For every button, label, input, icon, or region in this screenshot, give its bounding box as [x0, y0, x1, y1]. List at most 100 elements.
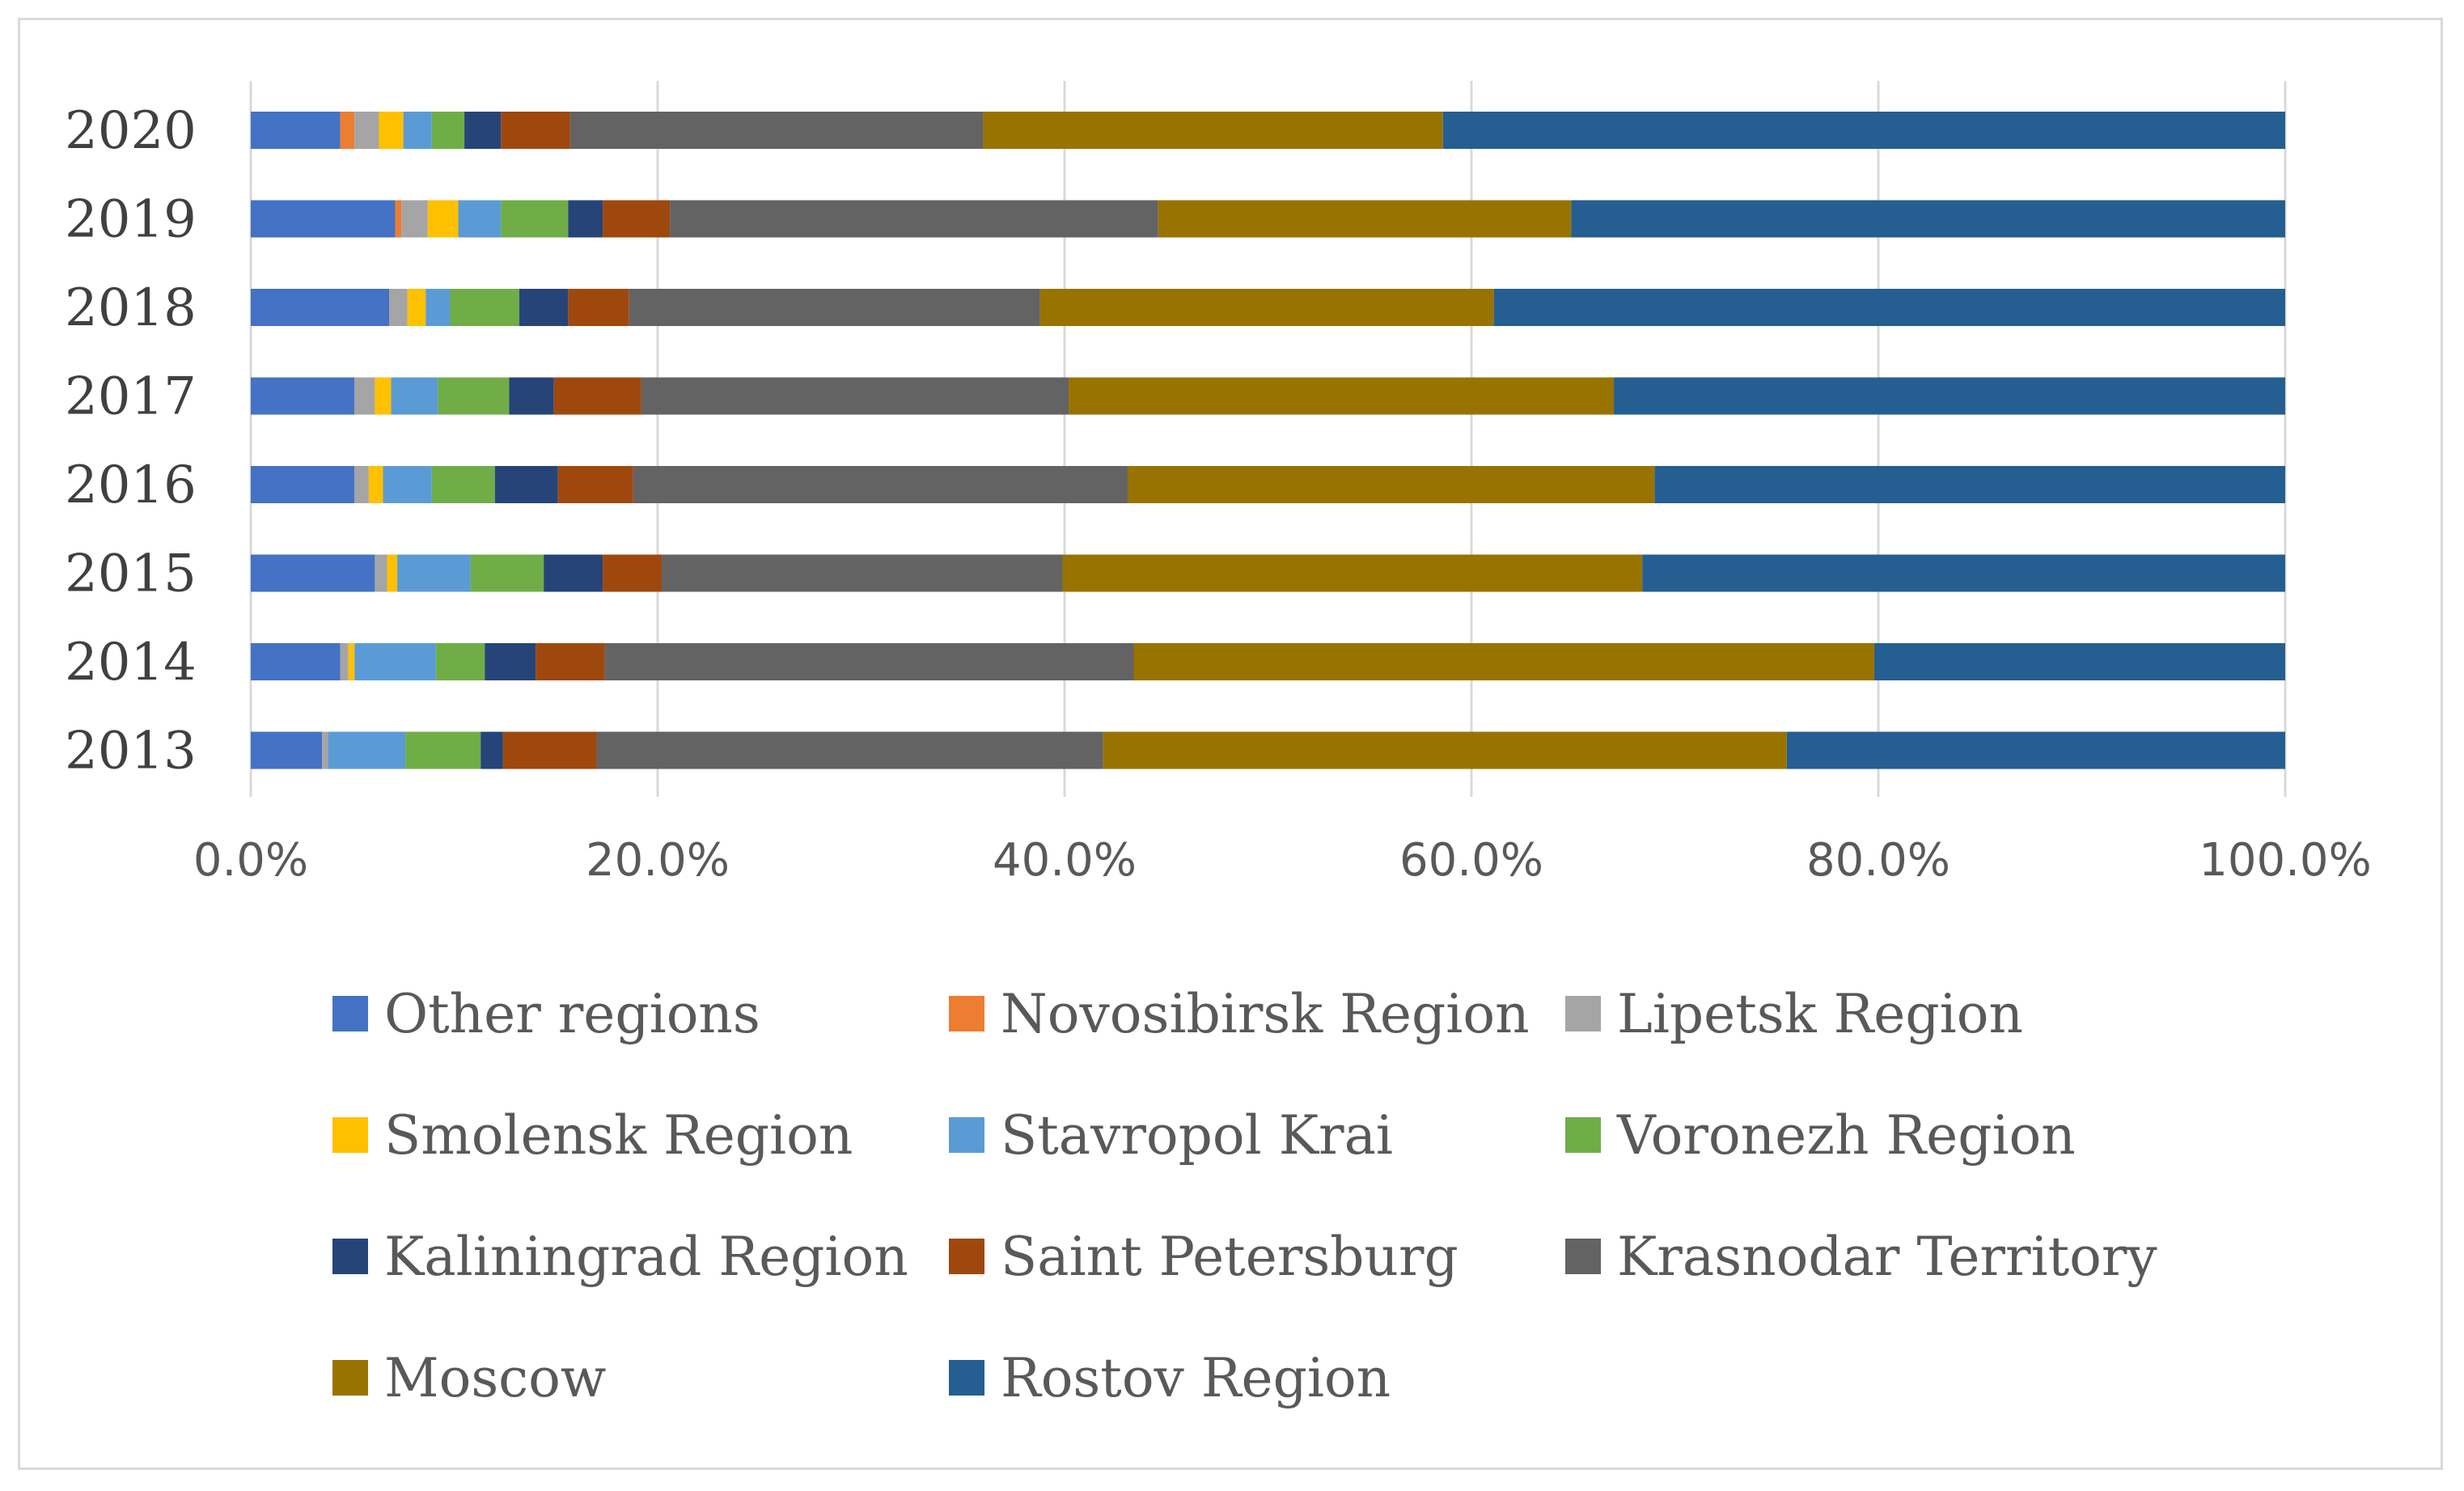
legend-label-9: Moscow — [384, 1347, 606, 1409]
legend-swatch-7 — [949, 1239, 984, 1274]
bar-segment-2017-6 — [509, 377, 554, 415]
bar-segment-2018-10 — [1493, 289, 2285, 326]
bar-segment-2018-0 — [251, 289, 390, 326]
bar-segment-2018-8 — [629, 289, 1040, 326]
bar-segment-2019-9 — [1158, 200, 1572, 238]
bar-segment-2014-10 — [1873, 643, 2285, 680]
x-tick-label: 0.0% — [193, 834, 308, 887]
bar-segment-2017-4 — [391, 377, 438, 415]
legend-swatch-4 — [949, 1117, 984, 1153]
bar-segment-2018-9 — [1039, 289, 1494, 326]
bar-segment-2018-2 — [389, 289, 408, 326]
bar-segment-2017-10 — [1614, 377, 2285, 415]
legend-label-2: Lipetsk Region — [1617, 983, 2023, 1045]
bar-segment-2015-2 — [375, 554, 387, 592]
bar-segment-2017-7 — [553, 377, 641, 415]
legend-swatch-0 — [332, 996, 368, 1031]
bar-segment-2018-4 — [425, 289, 451, 326]
bar-segment-2015-9 — [1062, 554, 1643, 592]
bar-segment-2019-3 — [427, 200, 459, 238]
bar-segment-2015-4 — [397, 554, 471, 592]
year-labels: 2020 2019 2018 2017 2016 2015 2014 2013 — [65, 101, 197, 782]
bar-segment-2018-3 — [407, 289, 426, 326]
x-tick-label: 20.0% — [586, 834, 730, 887]
legend-swatch-9 — [332, 1360, 368, 1396]
bar-segment-2019-10 — [1571, 200, 2285, 238]
bar-segment-2020-10 — [1442, 112, 2285, 149]
legend-label-10: Rostov Region — [1001, 1347, 1391, 1409]
legend-label-7: Saint Petersburg — [1001, 1226, 1459, 1288]
bar-segment-2015-5 — [470, 554, 544, 592]
bar-segment-2020-1 — [340, 112, 355, 149]
bar-segment-2020-3 — [379, 112, 404, 149]
legend-swatch-8 — [1565, 1239, 1601, 1274]
bar-segment-2017-9 — [1069, 377, 1615, 415]
bar-segment-2015-0 — [251, 554, 375, 592]
year-label-2015: 2015 — [65, 544, 197, 604]
bars — [251, 112, 2285, 769]
bar-segment-2019-1 — [395, 200, 402, 238]
bar-segment-2013-5 — [405, 731, 481, 769]
bar-segment-2015-7 — [603, 554, 663, 592]
bar-segment-2020-5 — [431, 112, 465, 149]
bar-segment-2016-10 — [1654, 466, 2285, 503]
legend-swatch-6 — [332, 1239, 368, 1274]
bar-segment-2018-5 — [450, 289, 519, 326]
bar-segment-2013-7 — [502, 731, 597, 769]
bar-segment-2013-10 — [1786, 731, 2285, 769]
legend: Other regions Novosibirsk Region Lipetsk R… — [332, 983, 2157, 1409]
bar-segment-2020-7 — [501, 112, 570, 149]
bar-segment-2016-0 — [251, 466, 355, 503]
bar-segment-2016-3 — [368, 466, 383, 503]
x-tick-label: 80.0% — [1806, 834, 1950, 887]
bar-segment-2019-4 — [458, 200, 502, 238]
bar-segment-2017-2 — [354, 377, 375, 415]
bar-segment-2013-6 — [481, 731, 503, 769]
bar-segment-2014-7 — [536, 643, 605, 680]
bar-segment-2017-3 — [375, 377, 392, 415]
year-label-2013: 2013 — [65, 722, 197, 782]
x-tick-label: 60.0% — [1399, 834, 1543, 887]
bar-segment-2018-7 — [568, 289, 629, 326]
bar-segment-2013-0 — [251, 731, 323, 769]
bar-segment-2016-2 — [354, 466, 369, 503]
legend-label-1: Novosibirsk Region — [1001, 983, 1530, 1045]
year-label-2018: 2018 — [65, 278, 197, 338]
bar-segment-2013-4 — [328, 731, 406, 769]
bar-segment-2014-0 — [251, 643, 341, 680]
bar-segment-2019-8 — [670, 200, 1158, 238]
bar-segment-2014-2 — [340, 643, 349, 680]
year-label-2014: 2014 — [65, 633, 197, 693]
bar-segment-2020-9 — [983, 112, 1443, 149]
bar-segment-2018-6 — [519, 289, 569, 326]
bar-segment-2014-9 — [1133, 643, 1874, 680]
bar-segment-2019-2 — [401, 200, 428, 238]
bar-segment-2019-0 — [251, 200, 396, 238]
bar-segment-2016-6 — [494, 466, 558, 503]
legend-label-4: Stavropol Krai — [1001, 1104, 1393, 1167]
legend-swatch-10 — [949, 1360, 984, 1396]
chart-frame: 2020 2019 2018 2017 2016 2015 2014 2013 0.0% 20.… — [18, 18, 2443, 1470]
bar-segment-2016-4 — [383, 466, 432, 503]
bar-segment-2014-5 — [435, 643, 485, 680]
bar-segment-2020-0 — [251, 112, 341, 149]
bar-segment-2014-4 — [354, 643, 436, 680]
x-tick-label: 100.0% — [2199, 834, 2372, 887]
bar-segment-2019-5 — [501, 200, 569, 238]
gridlines — [249, 81, 2287, 797]
bar-segment-2013-9 — [1103, 731, 1787, 769]
bar-segment-2019-7 — [603, 200, 671, 238]
year-label-2017: 2017 — [65, 367, 197, 427]
legend-swatch-3 — [332, 1117, 368, 1153]
bar-segment-2020-4 — [403, 112, 432, 149]
bar-segment-2013-2 — [322, 731, 328, 769]
legend-label-8: Krasnodar Territory — [1617, 1226, 2157, 1288]
year-label-2020: 2020 — [65, 101, 197, 161]
bar-segment-2020-2 — [354, 112, 379, 149]
year-label-2019: 2019 — [65, 190, 197, 250]
bar-segment-2019-6 — [568, 200, 603, 238]
bar-segment-2014-3 — [348, 643, 355, 680]
legend-swatch-5 — [1565, 1117, 1601, 1153]
bar-segment-2015-10 — [1642, 554, 2285, 592]
bar-segment-2014-8 — [604, 643, 1134, 680]
